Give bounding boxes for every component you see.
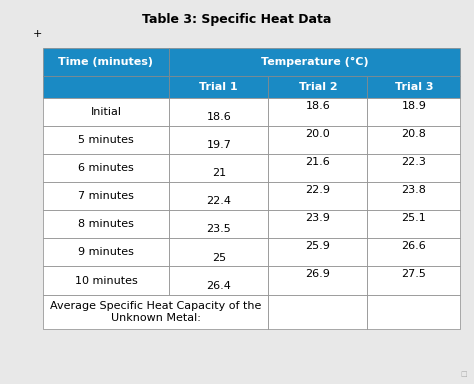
Text: 26.4: 26.4 — [206, 281, 231, 291]
Text: 22.9: 22.9 — [305, 185, 330, 195]
Text: Initial: Initial — [91, 107, 121, 118]
Bar — [43, 210, 169, 238]
Text: 26.9: 26.9 — [305, 269, 330, 279]
Text: 23.8: 23.8 — [401, 185, 426, 195]
Bar — [43, 154, 169, 182]
Bar — [268, 76, 367, 98]
Bar — [268, 126, 367, 154]
Text: 19.7: 19.7 — [206, 141, 231, 151]
Bar — [169, 48, 460, 76]
Bar — [169, 154, 268, 182]
Text: Average Specific Heat Capacity of the
Unknown Metal:: Average Specific Heat Capacity of the Un… — [50, 301, 261, 323]
Text: 20.0: 20.0 — [306, 129, 330, 139]
Text: 20.8: 20.8 — [401, 129, 426, 139]
Bar — [169, 182, 268, 210]
Bar — [367, 295, 460, 329]
Text: Trial 2: Trial 2 — [299, 82, 337, 92]
Bar — [367, 238, 460, 266]
Text: +: + — [33, 29, 43, 39]
Bar — [43, 266, 169, 295]
Bar — [367, 154, 460, 182]
Text: 26.6: 26.6 — [401, 241, 426, 251]
Text: 21.6: 21.6 — [306, 157, 330, 167]
Bar — [169, 98, 268, 126]
Text: 10 minutes: 10 minutes — [74, 275, 137, 286]
Bar — [169, 76, 268, 98]
Bar — [169, 238, 268, 266]
Text: Trial 3: Trial 3 — [395, 82, 433, 92]
Bar — [367, 182, 460, 210]
Text: 18.6: 18.6 — [206, 113, 231, 122]
Text: 27.5: 27.5 — [401, 269, 426, 279]
Text: □: □ — [460, 371, 467, 377]
Bar — [367, 126, 460, 154]
Bar — [268, 98, 367, 126]
Bar — [268, 154, 367, 182]
Text: 8 minutes: 8 minutes — [78, 219, 134, 230]
Text: 25.9: 25.9 — [305, 241, 330, 251]
Bar — [169, 210, 268, 238]
Bar — [169, 266, 268, 295]
Text: 7 minutes: 7 minutes — [78, 191, 134, 202]
Text: 25: 25 — [212, 253, 226, 263]
Bar — [268, 210, 367, 238]
Bar — [43, 126, 169, 154]
Text: 25.1: 25.1 — [401, 213, 426, 223]
Text: 23.5: 23.5 — [206, 225, 231, 235]
Bar — [367, 98, 460, 126]
Bar — [43, 98, 169, 126]
Bar — [43, 238, 169, 266]
Bar — [367, 266, 460, 295]
Bar — [268, 238, 367, 266]
Text: 18.6: 18.6 — [306, 101, 330, 111]
Bar — [43, 76, 169, 98]
Text: 21: 21 — [212, 169, 226, 179]
Bar — [43, 48, 169, 76]
Text: 22.3: 22.3 — [401, 157, 426, 167]
Bar — [43, 295, 268, 329]
Text: Time (minutes): Time (minutes) — [58, 57, 154, 67]
Text: 6 minutes: 6 minutes — [78, 163, 134, 174]
Text: 22.4: 22.4 — [206, 197, 231, 207]
Bar — [367, 76, 460, 98]
Text: Trial 1: Trial 1 — [200, 82, 238, 92]
Bar — [268, 266, 367, 295]
Bar — [367, 210, 460, 238]
Bar — [169, 126, 268, 154]
Bar — [268, 182, 367, 210]
Bar — [268, 295, 367, 329]
Text: 9 minutes: 9 minutes — [78, 247, 134, 258]
Text: Table 3: Specific Heat Data: Table 3: Specific Heat Data — [142, 13, 332, 26]
Text: 5 minutes: 5 minutes — [78, 135, 134, 146]
Bar — [43, 182, 169, 210]
Text: 23.9: 23.9 — [305, 213, 330, 223]
Text: 18.9: 18.9 — [401, 101, 426, 111]
Text: Temperature (°C): Temperature (°C) — [261, 57, 369, 67]
